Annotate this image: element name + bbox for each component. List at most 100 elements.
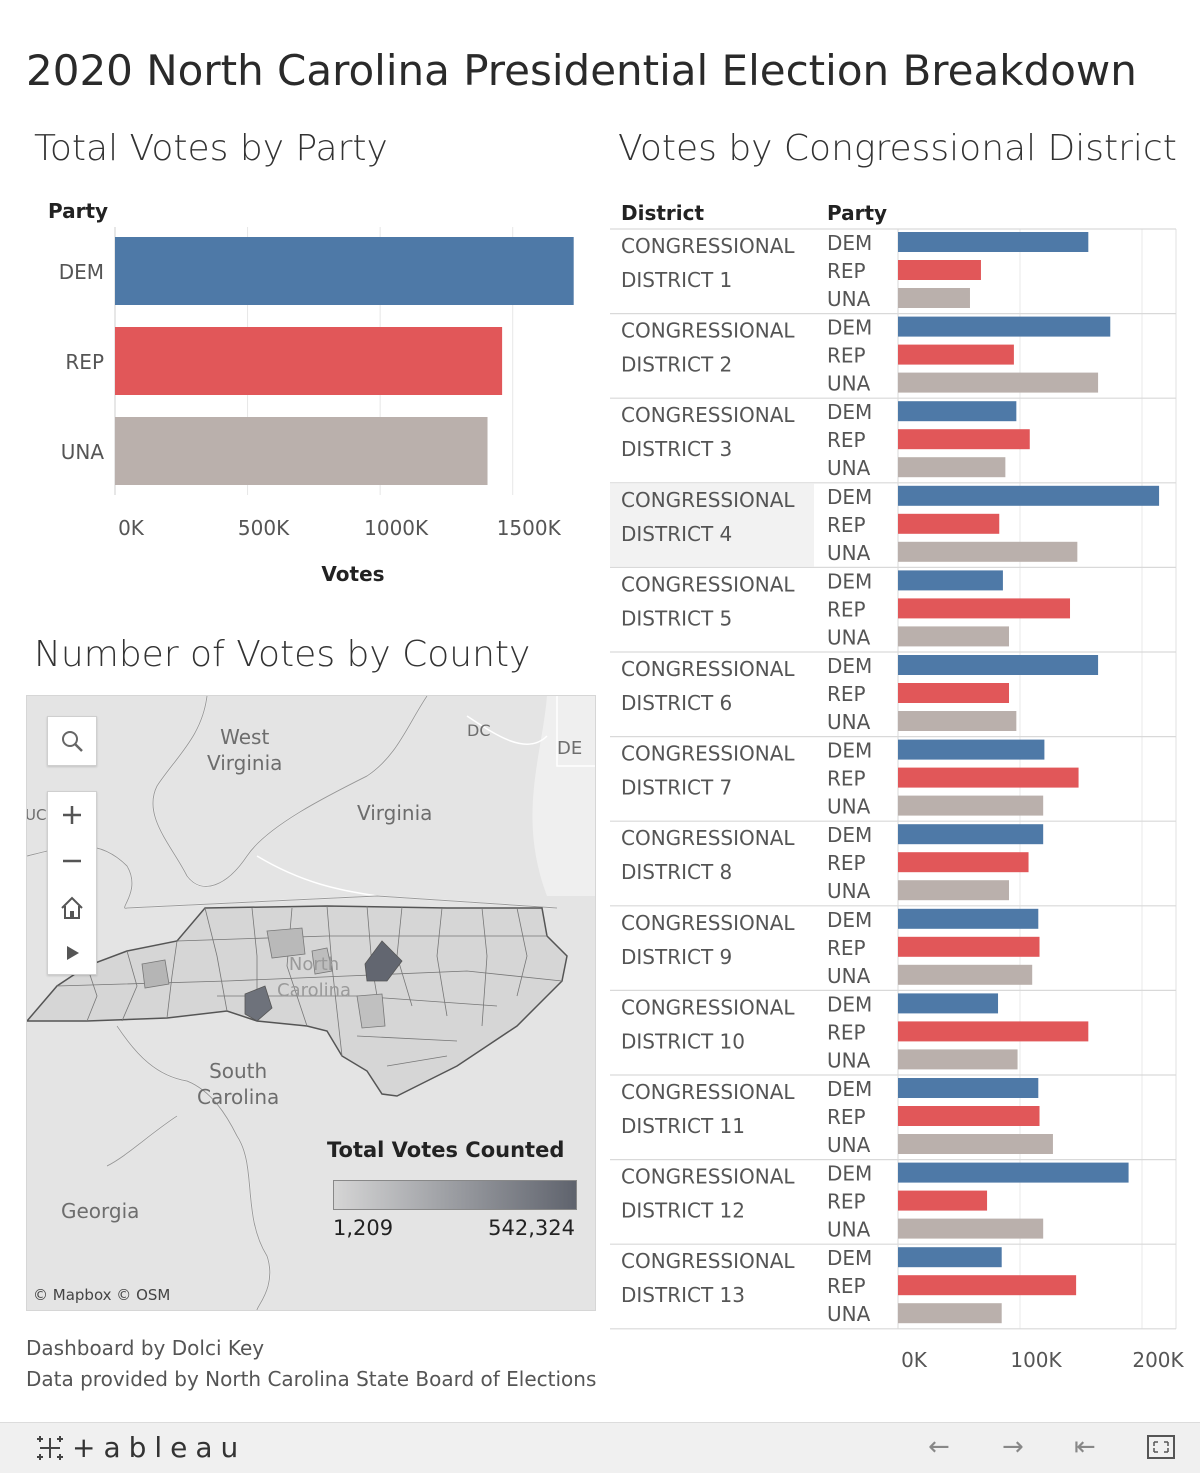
district-bar-rep	[898, 1106, 1040, 1126]
district-highlight	[610, 483, 814, 567]
district-bar-rep	[898, 1021, 1089, 1042]
district-label-line1: CONGRESSIONAL	[621, 403, 795, 427]
district-bar-rep	[898, 429, 1030, 450]
district-party-label-una: UNA	[827, 1048, 871, 1072]
zoom-out-icon[interactable]	[60, 849, 84, 873]
district-party-label-una: UNA	[827, 287, 871, 311]
district-bar-una	[898, 372, 1099, 393]
tableau-toolbar: +ableau ← → ⇤	[0, 1422, 1200, 1473]
district-bar-rep	[898, 683, 1010, 703]
district-party-label-dem: DEM	[827, 400, 872, 424]
district-party-label-dem: DEM	[827, 231, 872, 255]
tableau-logo-icon	[37, 1435, 63, 1460]
district-label-line1: CONGRESSIONAL	[621, 742, 795, 766]
footer-author: Dashboard by Dolci Key	[26, 1336, 265, 1360]
map-credits[interactable]: © Mapbox © OSM	[33, 1286, 171, 1304]
party-x-tick-label: 500K	[238, 516, 290, 540]
district-label-line1: CONGRESSIONAL	[621, 826, 795, 850]
district-party-label-dem: DEM	[827, 908, 872, 932]
map-search-button[interactable]	[47, 716, 97, 766]
district-x-tick-label: 200K	[1132, 1348, 1184, 1372]
map-legend-min: 1,209	[333, 1216, 394, 1240]
district-party-label-dem: DEM	[827, 654, 872, 678]
district-label-line1: CONGRESSIONAL	[621, 1249, 795, 1273]
party-label-rep: REP	[65, 350, 104, 374]
district-bar-una	[898, 880, 1010, 901]
district-bar-rep	[898, 767, 1079, 788]
district-label-line1: CONGRESSIONAL	[621, 1165, 795, 1189]
district-label-line2: DISTRICT 10	[621, 1029, 745, 1053]
district-label-line1: CONGRESSIONAL	[621, 572, 795, 596]
district-label-line2: DISTRICT 3	[621, 437, 732, 461]
district-label-line2: DISTRICT 1	[621, 268, 732, 292]
district-party-label-una: UNA	[827, 1218, 871, 1242]
district-bar-chart[interactable]: District Party 0K 100K 200K CONGRESSIONAL DIST…	[0, 0, 1200, 1400]
district-bar-una	[898, 541, 1078, 562]
reset-icon[interactable]: ⇤	[1074, 1432, 1096, 1462]
map-label-georgia: Georgia	[61, 1199, 140, 1223]
district-x-tick-label: 100K	[1010, 1348, 1062, 1372]
district-bar-rep	[898, 1190, 988, 1211]
district-party-label-dem: DEM	[827, 1077, 872, 1101]
district-party-label-dem: DEM	[827, 485, 872, 509]
district-label-line1: CONGRESSIONAL	[621, 488, 795, 512]
party-bar-una	[115, 417, 488, 485]
district-bar-una	[898, 1218, 1044, 1239]
play-icon[interactable]	[62, 943, 82, 963]
district-party-label-dem: DEM	[827, 569, 872, 593]
district-bar-dem	[898, 232, 1089, 252]
district-party-label-dem: DEM	[827, 1246, 872, 1270]
district-label-line2: DISTRICT 6	[621, 691, 732, 715]
district-party-label-rep: REP	[827, 936, 866, 960]
district-bar-una	[898, 1303, 1002, 1324]
footer-source: Data provided by North Carolina State Bo…	[26, 1367, 597, 1391]
district-party-header: Party	[827, 201, 887, 225]
district-bar-dem	[898, 993, 999, 1014]
back-arrow-icon[interactable]: ←	[928, 1432, 950, 1462]
district-party-label-una: UNA	[827, 372, 871, 396]
district-party-label-una: UNA	[827, 625, 871, 649]
party-bar-dem	[115, 237, 574, 305]
home-icon[interactable]	[59, 895, 85, 921]
district-bar-rep	[898, 1275, 1077, 1296]
district-party-label-rep: REP	[827, 1020, 866, 1044]
party-x-tick-label: 0K	[118, 516, 145, 540]
district-bar-dem	[898, 316, 1111, 337]
map-legend-gradient	[333, 1180, 577, 1210]
map-label-virginia: Virginia	[357, 801, 433, 825]
district-label-line2: DISTRICT 8	[621, 860, 732, 884]
district-party-label-rep: REP	[827, 682, 866, 706]
district-bar-rep	[898, 344, 1014, 365]
district-party-label-una: UNA	[827, 541, 871, 565]
district-bar-una	[898, 964, 1033, 985]
district-bar-rep	[898, 598, 1071, 619]
district-label-line1: CONGRESSIONAL	[621, 911, 795, 935]
district-party-label-rep: REP	[827, 259, 866, 283]
party-bar-chart[interactable]: Party 0K 500K 1000K 1500K DEM REP UNA Votes	[0, 0, 600, 620]
district-bar-dem	[898, 908, 1039, 929]
district-party-label-una: UNA	[827, 456, 871, 480]
district-label-line2: DISTRICT 13	[621, 1283, 745, 1307]
district-x-tick-label: 0K	[901, 1348, 928, 1372]
district-bar-una	[898, 457, 1006, 478]
forward-arrow-icon[interactable]: →	[1002, 1432, 1024, 1462]
map-label-north-carolina: North Carolina	[277, 954, 352, 1001]
county-map[interactable]: West Virginia Virginia South Carolina Geor…	[26, 695, 596, 1311]
district-party-label-rep: REP	[827, 1190, 866, 1214]
tableau-logo[interactable]: +ableau	[34, 1431, 246, 1464]
district-bar-una	[898, 711, 1017, 731]
fullscreen-icon[interactable]	[1146, 1434, 1176, 1467]
district-label-line2: DISTRICT 12	[621, 1199, 745, 1223]
party-label-una: UNA	[61, 440, 105, 464]
district-bar-una	[898, 288, 970, 308]
map-label-dc: DC	[467, 721, 491, 740]
party-x-axis-title: Votes	[321, 562, 384, 586]
district-party-label-dem: DEM	[827, 316, 872, 340]
district-bar-una	[898, 626, 1010, 647]
district-bar-dem	[898, 401, 1017, 422]
tableau-wordmark: +ableau	[72, 1431, 247, 1464]
party-x-tick-label: 1500K	[497, 516, 562, 540]
district-bar-una	[898, 1049, 1018, 1070]
zoom-in-icon[interactable]	[60, 803, 84, 827]
county-votes-title: Number of Votes by County	[34, 634, 531, 675]
